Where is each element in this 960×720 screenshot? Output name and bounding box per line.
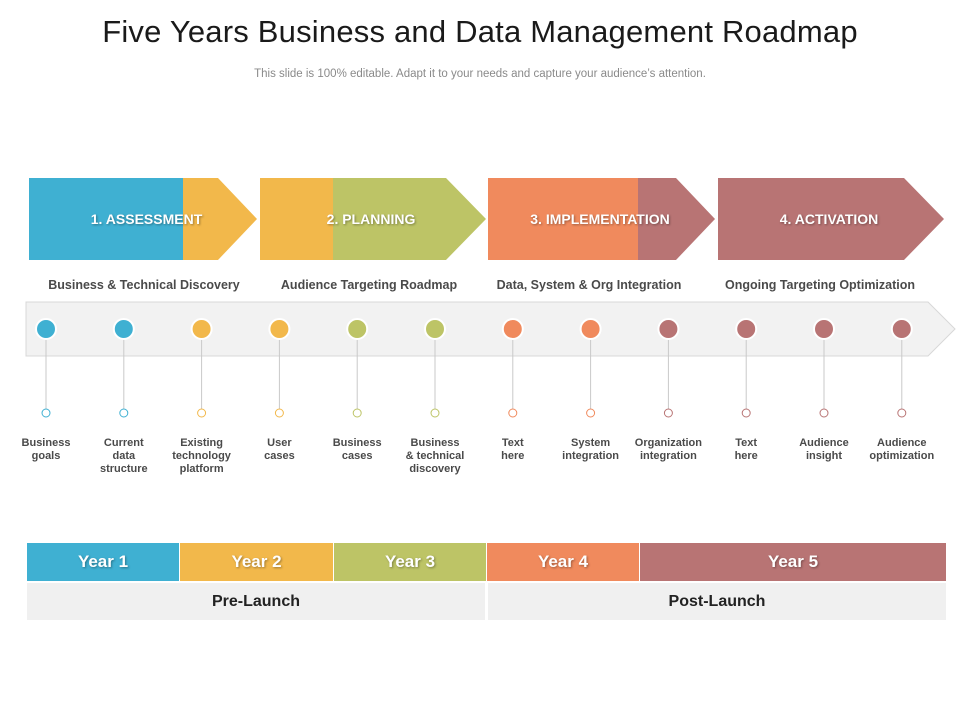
step-label: Audience insight (799, 437, 849, 462)
year-3-cell: Year 3 (334, 543, 487, 581)
step-marker-dot (190, 318, 213, 340)
phase-4-chevron (718, 178, 944, 260)
step-label: Business & technical discovery (405, 437, 465, 475)
phase-4-label: 4. ACTIVATION (779, 211, 879, 227)
timeline (25, 301, 956, 418)
step-anchor-circle (897, 408, 907, 418)
step-marker-dot (424, 318, 446, 340)
page-title: Five Years Business and Data Management … (102, 14, 858, 49)
step-label: System integration (562, 437, 620, 462)
step-anchor-circle (586, 408, 596, 418)
step-marker-dot (35, 318, 57, 340)
step-label: Text here (734, 437, 758, 462)
phase-2-chevron-tail (260, 178, 335, 260)
step-marker-dot (890, 318, 913, 340)
phase-chevrons (29, 178, 944, 260)
step-label: Business cases (332, 437, 382, 462)
step-label: Current data structure (99, 437, 148, 475)
step-anchor-circle (508, 408, 518, 418)
stage-row: Pre-Launch Post-Launch (27, 583, 946, 620)
phase-3-chevron-tail (488, 178, 640, 260)
step-anchor-circle (119, 408, 129, 418)
step-anchor-circle (663, 408, 673, 418)
step-label: Organization integration (634, 437, 702, 462)
year-2-cell: Year 2 (180, 543, 334, 581)
phase-1-label: 1. ASSESSMENT (90, 211, 203, 227)
phase-2-subtitle: Audience Targeting Roadmap (280, 278, 458, 292)
phase-4-subtitle: Ongoing Targeting Optimization (724, 278, 916, 292)
step-marker-dot (579, 318, 602, 340)
step-label: Audience optimization (869, 437, 935, 462)
step-anchor-circle (430, 408, 440, 418)
post-launch-cell: Post-Launch (488, 583, 946, 620)
phase-1-chevron-head (183, 178, 257, 260)
year-1-cell: Year 1 (27, 543, 180, 581)
phase-2-label: 2. PLANNING (326, 211, 416, 227)
page-subtitle: This slide is 100% editable. Adapt it to… (254, 68, 706, 80)
step-label: User cases (264, 437, 295, 462)
step-marker-dot (735, 318, 758, 340)
phase-3-subtitle: Data, System & Org Integration (496, 278, 682, 292)
step-marker-dot (813, 318, 835, 340)
phase-3-label: 3. IMPLEMENTATION (530, 211, 670, 227)
phase-1-subtitle: Business & Technical Discovery (48, 278, 240, 292)
year-4-cell: Year 4 (487, 543, 640, 581)
step-anchor-circle (819, 408, 829, 418)
step-marker-dot (346, 318, 369, 340)
step-anchor-circle (352, 408, 362, 418)
year-bar: Year 1 Year 2 Year 3 Year 4 Year 5 (27, 543, 946, 581)
phase-1-chevron-tail (29, 178, 185, 260)
step-anchor-circle (41, 408, 51, 418)
step-label: Business goals (21, 437, 71, 462)
step-marker-dot (112, 318, 135, 340)
step-anchor-circle (741, 408, 751, 418)
step-marker-dot (268, 318, 291, 340)
year-5-cell: Year 5 (640, 543, 946, 581)
phase-2-chevron-head (333, 178, 486, 260)
step-marker-dot (501, 318, 524, 340)
step-anchor-circle (274, 408, 284, 418)
step-label: Text here (501, 437, 525, 462)
phase-3-chevron-head (638, 178, 715, 260)
step-anchor-circle (197, 408, 207, 418)
step-marker-dot (657, 318, 680, 340)
timeline-track (25, 301, 956, 357)
step-label: Existing technology platform (172, 437, 231, 475)
pre-launch-cell: Pre-Launch (27, 583, 485, 620)
